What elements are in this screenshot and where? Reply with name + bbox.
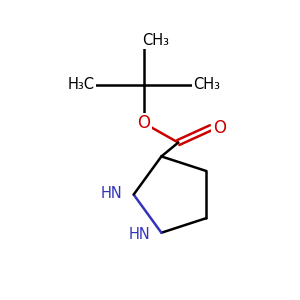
- Text: O: O: [213, 119, 226, 137]
- Text: HN: HN: [128, 227, 150, 242]
- Text: HN: HN: [100, 186, 122, 201]
- Text: O: O: [138, 114, 151, 132]
- Text: CH₃: CH₃: [194, 77, 220, 92]
- Text: H₃C: H₃C: [68, 77, 94, 92]
- Text: CH₃: CH₃: [142, 32, 169, 47]
